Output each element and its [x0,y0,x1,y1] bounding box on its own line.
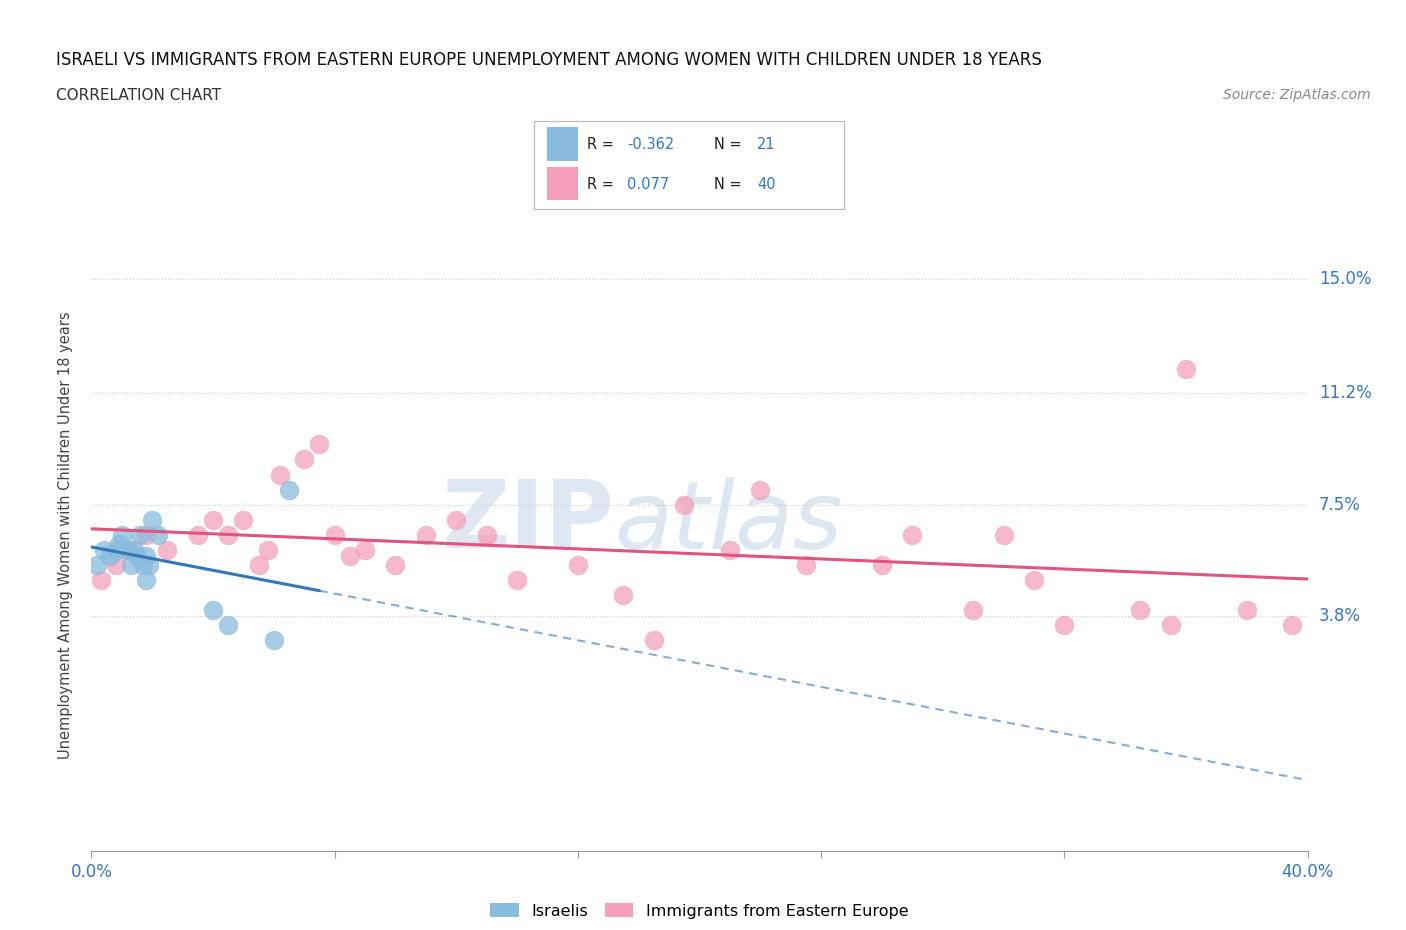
Point [1281,618,1303,632]
Point [323,527,346,542]
Point [444,512,467,527]
Point [993,527,1015,542]
Text: atlas: atlas [614,476,842,567]
Point [1053,618,1076,632]
Point [1174,362,1197,377]
Text: R =: R = [586,138,619,153]
Text: ISRAELI VS IMMIGRANTS FROM EASTERN EUROPE UNEMPLOYMENT AMONG WOMEN WITH CHILDREN: ISRAELI VS IMMIGRANTS FROM EASTERN EUROP… [56,51,1042,69]
Point [263,632,285,647]
Point [135,527,157,542]
Text: 21: 21 [756,138,776,153]
Point [1160,618,1182,632]
Point [1236,603,1258,618]
Point [104,557,127,572]
Point [129,527,152,542]
Point [870,557,893,572]
Point [339,549,361,564]
Point [749,482,772,497]
Point [256,542,278,557]
Point [673,498,696,512]
Bar [547,127,578,161]
Point [135,549,157,564]
Text: R =: R = [586,177,619,192]
Point [567,557,589,572]
Point [1129,603,1152,618]
Point [111,527,134,542]
Point [475,527,498,542]
Point [354,542,377,557]
Point [148,527,170,542]
Text: -0.362: -0.362 [627,138,675,153]
Point [156,542,179,557]
Point [141,512,163,527]
Point [117,542,139,557]
Text: 40: 40 [756,177,776,192]
Point [718,542,741,557]
Point [107,537,129,551]
Point [1022,573,1045,588]
Text: 15.0%: 15.0% [1319,270,1371,287]
Text: Source: ZipAtlas.com: Source: ZipAtlas.com [1223,88,1371,102]
Point [120,557,142,572]
Point [292,452,315,467]
Text: N =: N = [714,138,747,153]
Point [962,603,984,618]
Y-axis label: Unemployment Among Women with Children Under 18 years: Unemployment Among Women with Children U… [58,311,73,759]
Point [135,573,157,588]
Point [132,557,155,572]
Point [104,542,127,557]
Text: 11.2%: 11.2% [1319,384,1371,402]
Point [217,527,239,542]
Point [202,603,225,618]
Text: 7.5%: 7.5% [1319,496,1361,513]
Text: ZIP: ZIP [441,476,614,568]
Point [794,557,817,572]
Point [202,512,225,527]
Point [232,512,254,527]
Text: 0.077: 0.077 [627,177,669,192]
Point [138,557,160,572]
Point [415,527,437,542]
Legend: Israelis, Immigrants from Eastern Europe: Israelis, Immigrants from Eastern Europe [484,897,915,925]
Point [86,557,108,572]
Bar [547,166,578,201]
Point [308,437,330,452]
Point [117,542,139,557]
Point [247,557,270,572]
Point [643,632,665,647]
Point [89,573,111,588]
Point [98,549,121,564]
Point [901,527,924,542]
Point [125,549,148,564]
Point [217,618,239,632]
Text: CORRELATION CHART: CORRELATION CHART [56,88,221,103]
Text: 3.8%: 3.8% [1319,607,1361,625]
Text: N =: N = [714,177,747,192]
Point [269,467,291,482]
Point [278,482,301,497]
Point [612,588,634,603]
Point [122,542,145,557]
Point [384,557,406,572]
Point [187,527,209,542]
Point [506,573,529,588]
Point [93,542,115,557]
